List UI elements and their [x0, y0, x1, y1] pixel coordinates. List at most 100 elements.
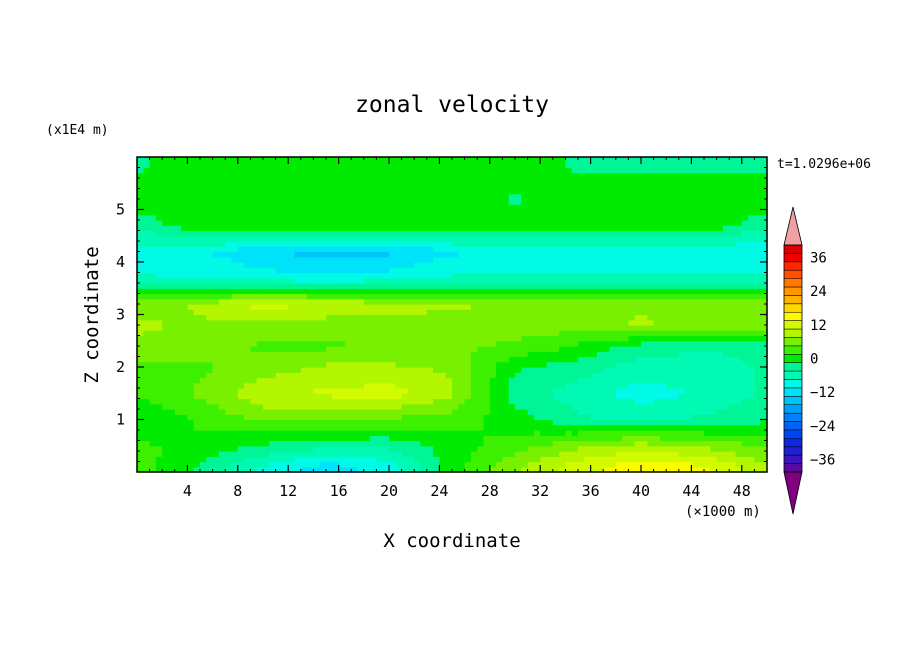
field-cell — [458, 277, 466, 284]
field-cell — [452, 393, 459, 400]
field-cell — [149, 235, 157, 242]
field-cell — [225, 398, 233, 405]
field-cell — [515, 262, 522, 268]
field-cell — [666, 440, 674, 447]
field-cell — [294, 414, 302, 421]
field-cell — [483, 230, 491, 237]
field-cell — [615, 288, 623, 295]
field-cell — [716, 456, 724, 463]
field-cell — [502, 293, 510, 300]
field-cell — [458, 288, 466, 295]
field-cell — [168, 424, 176, 431]
field-cell — [672, 451, 680, 457]
field-cell — [622, 403, 629, 410]
field-cell — [288, 361, 296, 368]
field-cell — [546, 251, 554, 258]
field-cell — [502, 466, 510, 473]
field-cell — [420, 419, 428, 426]
field-cell — [470, 388, 478, 394]
field-cell — [149, 220, 157, 226]
field-cell — [263, 220, 270, 226]
field-cell — [477, 398, 485, 405]
field-cell — [590, 466, 598, 473]
field-cell — [521, 414, 529, 421]
field-cell — [288, 435, 296, 442]
field-cell — [225, 430, 233, 436]
field-cell — [622, 288, 629, 295]
field-cell — [458, 382, 466, 389]
field-cell — [445, 430, 453, 436]
field-cell — [407, 304, 415, 310]
field-cell — [401, 293, 409, 300]
field-cell — [363, 298, 371, 305]
field-cell — [326, 388, 333, 394]
field-cell — [590, 440, 598, 447]
field-cell — [193, 304, 201, 310]
field-cell — [212, 382, 220, 389]
field-cell — [275, 319, 283, 326]
field-cell — [256, 304, 264, 310]
field-cell — [206, 340, 214, 347]
field-cell — [609, 235, 617, 242]
field-cell — [641, 319, 648, 326]
field-cell — [420, 346, 428, 352]
field-cell — [540, 214, 548, 221]
field-cell — [584, 246, 592, 253]
field-cell — [559, 382, 566, 389]
field-cell — [351, 351, 359, 358]
field-cell — [508, 451, 516, 457]
field-cell — [584, 283, 592, 289]
field-cell — [193, 335, 201, 342]
field-cell — [496, 388, 503, 394]
field-cell — [748, 435, 755, 442]
field-cell — [489, 451, 497, 457]
field-cell — [710, 382, 718, 389]
field-cell — [458, 361, 466, 368]
field-cell — [584, 325, 592, 331]
field-cell — [760, 283, 768, 289]
field-cell — [332, 440, 340, 447]
field-cell — [155, 325, 163, 331]
field-cell — [628, 414, 636, 421]
field-cell — [748, 466, 755, 473]
field-cell — [603, 335, 611, 342]
field-cell — [389, 414, 396, 421]
field-cell — [571, 445, 579, 452]
field-cell — [218, 277, 226, 284]
field-cell — [439, 209, 447, 216]
field-cell — [244, 293, 251, 300]
field-cell — [634, 220, 642, 226]
field-cell — [716, 251, 724, 258]
field-cell — [704, 288, 711, 295]
field-cell — [584, 393, 592, 400]
field-cell — [351, 298, 359, 305]
field-cell — [653, 461, 661, 468]
field-cell — [143, 351, 151, 358]
field-cell — [477, 293, 485, 300]
field-cell — [433, 356, 440, 363]
field-cell — [237, 388, 245, 394]
field-cell — [300, 388, 308, 394]
field-cell — [729, 309, 737, 316]
field-cell — [483, 377, 491, 384]
field-cell — [351, 256, 359, 263]
field-cell — [294, 424, 302, 431]
field-cell — [294, 440, 302, 447]
field-cell — [212, 430, 220, 436]
field-cell — [401, 220, 409, 226]
field-cell — [332, 393, 340, 400]
field-cell — [414, 393, 422, 400]
field-cell — [225, 382, 233, 389]
field-cell — [370, 246, 377, 253]
field-cell — [162, 277, 170, 284]
field-cell — [653, 409, 661, 415]
field-cell — [527, 288, 535, 295]
field-cell — [200, 409, 207, 415]
field-cell — [584, 225, 592, 232]
field-cell — [672, 304, 680, 310]
field-cell — [407, 319, 415, 326]
field-cell — [212, 451, 220, 457]
field-cell — [307, 403, 314, 410]
field-cell — [496, 335, 503, 342]
field-cell — [458, 251, 466, 258]
